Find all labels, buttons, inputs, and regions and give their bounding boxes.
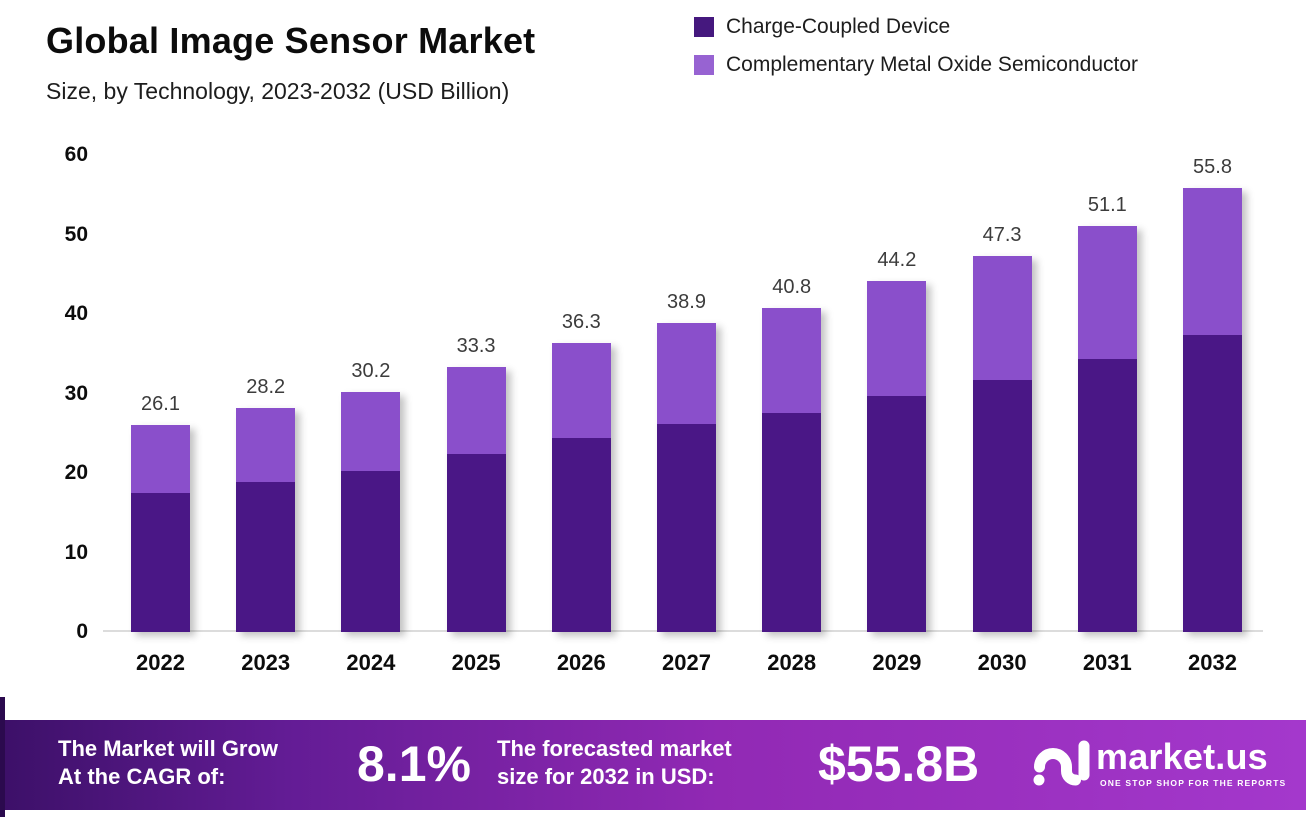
legend-swatch-icon: [694, 17, 714, 37]
legend-swatch-icon: [694, 55, 714, 75]
bar-total-label: 44.2: [877, 248, 917, 271]
y-axis-tick: 0: [76, 620, 88, 643]
x-axis-label: 2031: [1082, 650, 1132, 675]
bar-segment-ccd: [446, 453, 506, 632]
forecast-label-line2: size for 2032 in USD:: [497, 764, 715, 789]
bar-column: [446, 367, 506, 632]
marketus-wordmark: market.us: [1096, 736, 1268, 777]
x-axis-label: 2032: [1188, 650, 1237, 675]
bar-total-label: 28.2: [246, 375, 286, 398]
bar-segment-cmos: [446, 367, 506, 454]
bar-segment-ccd: [341, 470, 401, 632]
bar-segment-cmos: [972, 255, 1032, 380]
bar-segment-ccd: [762, 413, 822, 632]
bar-segment-cmos: [867, 280, 927, 396]
bar-total-label: 47.3: [982, 223, 1022, 246]
bar-segment-ccd: [867, 395, 927, 632]
y-axis-tick: 40: [64, 302, 88, 325]
bar-column: [1077, 225, 1137, 632]
page-title: Global Image Sensor Market: [46, 20, 536, 61]
forecast-label: The forecasted market size for 2032 in U…: [497, 735, 732, 791]
x-axis-label: 2025: [451, 650, 501, 675]
cagr-label-line2: At the CAGR of:: [58, 764, 226, 789]
bar-column: [762, 307, 822, 632]
bar-segment-ccd: [551, 438, 611, 632]
x-axis-label: 2027: [662, 650, 711, 675]
marketus-tagline: ONE STOP SHOP FOR THE REPORTS: [1100, 778, 1287, 788]
bar-segment-cmos: [341, 391, 401, 471]
bar-total-label: 40.8: [772, 275, 812, 298]
bar-column: [236, 407, 296, 632]
y-axis-tick: 20: [64, 461, 88, 484]
y-axis-tick: 50: [64, 222, 88, 246]
x-axis-label: 2022: [136, 650, 185, 675]
bar-column: [867, 280, 927, 632]
bar-column: [341, 391, 401, 632]
bar-total-label: 51.1: [1087, 193, 1127, 216]
cagr-label: The Market will Grow At the CAGR of:: [58, 735, 278, 791]
bar-segment-ccd: [657, 424, 716, 632]
footer-banner: The Market will Grow At the CAGR of: 8.1…: [0, 697, 1306, 817]
banner-left-accent: [0, 697, 5, 817]
y-axis-tick: 60: [64, 143, 88, 166]
y-axis-tick: 30: [64, 381, 88, 405]
x-axis-label: 2030: [977, 650, 1027, 675]
bar-segment-ccd: [236, 481, 296, 632]
x-axis-label: 2028: [767, 650, 817, 675]
legend: Charge-Coupled Device Complementary Metal…: [694, 15, 1139, 92]
legend-label: Complementary Metal Oxide Semiconductor: [726, 53, 1139, 76]
bar-segment-cmos: [1077, 225, 1137, 360]
bar-column: [1183, 188, 1242, 632]
bar-total-label: 26.1: [141, 392, 180, 415]
bar-column: [972, 255, 1032, 632]
bar-total-label: 33.3: [456, 335, 496, 358]
legend-item: Complementary Metal Oxide Semiconductor: [694, 53, 1139, 76]
x-axis-label: 2029: [872, 650, 922, 675]
bar-column: [551, 343, 611, 632]
forecast-value: $55.8B: [818, 736, 980, 792]
page-subtitle: Size, by Technology, 2023-2032 (USD Bill…: [46, 78, 510, 104]
bar-segment-cmos: [1183, 188, 1242, 335]
bar-segment-ccd: [1183, 334, 1242, 632]
bar-segment-cmos: [131, 424, 190, 493]
bar-segment-cmos: [551, 343, 611, 438]
bar-segment-cmos: [236, 407, 296, 482]
x-axis-label: 2023: [241, 650, 291, 675]
y-axis-tick: 10: [64, 540, 88, 564]
x-axis-label: 2026: [556, 650, 606, 675]
bar-segment-ccd: [972, 379, 1032, 632]
cagr-value: 8.1%: [357, 736, 471, 792]
marketus-logo-mark-icon: [1033, 740, 1090, 786]
bar-total-label: 38.9: [667, 290, 706, 313]
legend-item: Charge-Coupled Device: [694, 15, 1138, 38]
bar-column: [131, 424, 190, 632]
bar-segment-cmos: [762, 307, 822, 414]
bar-total-label: 36.3: [561, 311, 601, 334]
bar-segment-ccd: [1077, 359, 1137, 632]
x-axis-label: 2024: [346, 650, 396, 675]
bar-segment-ccd: [131, 492, 190, 632]
bar-total-label: 30.2: [351, 359, 391, 382]
bar-total-label: 55.8: [1193, 156, 1232, 179]
legend-label: Charge-Coupled Device: [726, 15, 951, 38]
forecast-label-line1: The forecasted market: [497, 736, 732, 761]
marketus-logo: market.us ONE STOP SHOP FOR THE REPORTS: [1032, 736, 1285, 800]
bar-column: [657, 322, 716, 632]
bar-segment-cmos: [657, 322, 716, 425]
cagr-label-line1: The Market will Grow: [58, 736, 279, 761]
